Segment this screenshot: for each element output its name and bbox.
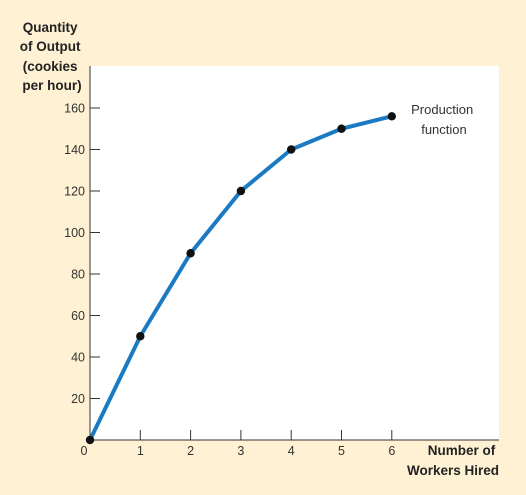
y-tick-label: 40 (71, 351, 85, 365)
series-annotation-line-2: function (421, 122, 467, 137)
y-axis-title-line-2: of Output (20, 39, 81, 54)
x-tick-label: 4 (288, 444, 295, 458)
axis-ticks (90, 107, 393, 440)
y-tick-label: 120 (64, 185, 85, 199)
y-tick-label: 60 (71, 309, 85, 323)
data-point (387, 112, 396, 121)
y-tick-label: 20 (71, 392, 85, 406)
y-axis-title-line-1: Quantity (23, 20, 78, 35)
x-tick-label: 3 (237, 444, 244, 458)
data-points (85, 112, 396, 445)
plot-area (90, 66, 499, 440)
data-point (337, 124, 346, 133)
series-annotation-line-1: Production (411, 102, 473, 117)
x-axis-title-line-2: Workers Hired (407, 463, 499, 478)
data-point (136, 332, 145, 341)
x-axis-title-line-1: Number of (428, 443, 496, 458)
y-axis-title: Quantity of Output (cookies per hour) (20, 20, 85, 93)
y-tick-label: 160 (64, 102, 85, 116)
data-point (287, 145, 296, 154)
data-point (236, 186, 246, 196)
y-tick-label: 140 (64, 143, 85, 157)
y-tick-label: 80 (71, 268, 85, 282)
x-tick-label: 5 (338, 444, 345, 458)
x-tick-label: 0 (81, 444, 88, 458)
x-tick-label: 6 (388, 444, 395, 458)
y-axis-title-line-3: (cookies (23, 59, 78, 74)
y-axis-title-line-4: per hour) (22, 78, 81, 93)
x-axis-title: Number of Workers Hired (407, 443, 499, 478)
series-annotation: Production function (411, 102, 477, 137)
data-point (186, 249, 195, 258)
x-tick-label: 2 (187, 444, 194, 458)
data-point (85, 435, 95, 445)
tick-labels: 20 40 60 80 100 120 140 160 0 1 2 3 4 5 6 (64, 102, 395, 459)
x-tick-label: 1 (137, 444, 144, 458)
y-tick-label: 100 (64, 226, 85, 240)
